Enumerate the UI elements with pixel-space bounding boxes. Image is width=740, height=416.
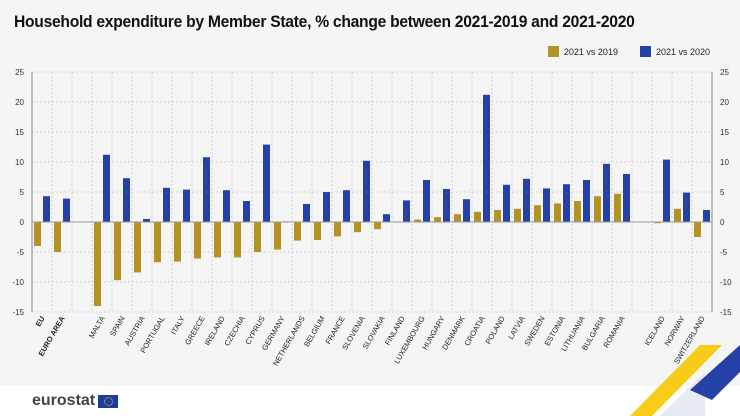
bar-2021-vs-2020	[323, 192, 330, 222]
bar-2021-vs-2020	[583, 180, 590, 222]
y-tick-right: -10	[720, 278, 732, 287]
eu-flag-icon	[98, 394, 119, 408]
bar-2021-vs-2019	[514, 208, 521, 222]
bar-2021-vs-2019	[334, 222, 341, 237]
bar-2021-vs-2019	[314, 222, 321, 240]
y-tick-right: -15	[720, 308, 732, 317]
bar-2021-vs-2020	[123, 178, 130, 222]
legend-item-2020: 2021 vs 2020	[639, 46, 710, 57]
eurostat-logo: eurostat	[32, 392, 119, 410]
bar-2021-vs-2020	[603, 163, 610, 222]
x-tick-label: SPAIN	[108, 315, 127, 339]
bar-2021-vs-2019	[274, 222, 281, 250]
legend-label: 2021 vs 2020	[655, 46, 710, 57]
bar-2021-vs-2019	[194, 222, 201, 259]
y-tick-left: 15	[15, 128, 24, 137]
bar-2021-vs-2019	[374, 222, 381, 230]
bar-2021-vs-2019	[674, 208, 681, 222]
bar-2021-vs-2019	[154, 222, 161, 263]
bar-2021-vs-2020	[103, 154, 110, 222]
bar-2021-vs-2019	[454, 214, 461, 222]
y-tick-right: -5	[720, 248, 728, 257]
legend-label: 2021 vs 2019	[563, 46, 618, 57]
y-tick-right: 25	[720, 68, 729, 77]
bar-2021-vs-2019	[214, 222, 221, 258]
bar-2021-vs-2020	[363, 160, 370, 222]
bar-2021-vs-2020	[523, 178, 530, 222]
y-tick-right: 15	[720, 128, 729, 137]
bar-2021-vs-2020	[383, 214, 390, 222]
bar-2021-vs-2019	[134, 222, 141, 273]
x-tick-label: MALTA	[87, 315, 107, 340]
bar-2021-vs-2019	[174, 222, 181, 262]
bar-2021-vs-2020	[163, 187, 170, 222]
y-tick-left: -10	[12, 278, 24, 287]
footer	[0, 386, 740, 416]
bar-2021-vs-2020	[663, 159, 670, 222]
bar-2021-vs-2020	[423, 180, 430, 222]
legend-item-2019: 2021 vs 2019	[547, 46, 618, 57]
bar-2021-vs-2020	[683, 192, 690, 222]
bar-2021-vs-2020	[63, 198, 70, 222]
bar-2021-vs-2019	[494, 210, 501, 222]
bar-2021-vs-2020	[483, 94, 490, 222]
bar-2021-vs-2019	[54, 222, 61, 252]
bar-2021-vs-2020	[263, 144, 270, 222]
bar-2021-vs-2020	[623, 174, 630, 222]
bar-2021-vs-2019	[114, 222, 121, 281]
bar-2021-vs-2019	[34, 222, 41, 246]
bar-2021-vs-2019	[434, 217, 441, 222]
bar-2021-vs-2019	[254, 222, 261, 252]
x-tick-label: EU	[34, 315, 47, 329]
bar-2021-vs-2019	[234, 222, 241, 258]
bar-2021-vs-2020	[143, 219, 150, 222]
bar-2021-vs-2020	[203, 157, 210, 222]
legend-swatch	[639, 46, 651, 57]
bar-2021-vs-2020	[243, 201, 250, 222]
legend-swatch	[547, 46, 559, 57]
bar-2021-vs-2019	[474, 211, 481, 222]
x-tick-label: LATVIA	[506, 315, 526, 341]
x-tick-label: ITALY	[169, 315, 187, 337]
bar-2021-vs-2019	[694, 222, 701, 237]
bar-2021-vs-2019	[534, 205, 541, 222]
bar-2021-vs-2019	[294, 222, 301, 241]
bar-2021-vs-2020	[43, 196, 50, 222]
bar-2021-vs-2020	[303, 204, 310, 222]
legend: 2021 vs 2019 2021 vs 2020	[547, 46, 710, 57]
y-tick-right: 0	[720, 218, 725, 227]
bar-2021-vs-2019	[94, 222, 101, 306]
bar-2021-vs-2020	[183, 189, 190, 222]
bar-2021-vs-2019	[614, 193, 621, 222]
bar-2021-vs-2019	[414, 219, 421, 222]
bar-2021-vs-2019	[574, 201, 581, 222]
x-tick-label: POLAND	[484, 314, 508, 346]
bar-2021-vs-2020	[223, 190, 230, 222]
bar-2021-vs-2019	[554, 203, 561, 222]
bar-2021-vs-2020	[443, 189, 450, 222]
bar-2021-vs-2020	[463, 199, 470, 222]
y-tick-left: 5	[20, 188, 25, 197]
bar-2021-vs-2019	[654, 222, 661, 224]
y-tick-left: -5	[17, 248, 25, 257]
y-tick-right: 10	[720, 158, 729, 167]
bar-2021-vs-2020	[503, 184, 510, 222]
chart-title: Household expenditure by Member State, %…	[14, 12, 635, 31]
y-tick-left: 25	[15, 68, 24, 77]
bar-2021-vs-2020	[563, 184, 570, 222]
y-tick-right: 5	[720, 188, 725, 197]
y-tick-right: 20	[720, 98, 729, 107]
bar-2021-vs-2019	[594, 196, 601, 222]
y-tick-left: 0	[20, 218, 25, 227]
bar-2021-vs-2020	[343, 190, 350, 222]
y-tick-left: -15	[12, 308, 24, 317]
bar-2021-vs-2019	[354, 222, 361, 233]
bar-2021-vs-2020	[403, 200, 410, 222]
y-tick-left: 10	[15, 158, 24, 167]
bar-2021-vs-2020	[703, 210, 710, 222]
bar-2021-vs-2020	[543, 188, 550, 222]
y-tick-left: 20	[15, 98, 24, 107]
